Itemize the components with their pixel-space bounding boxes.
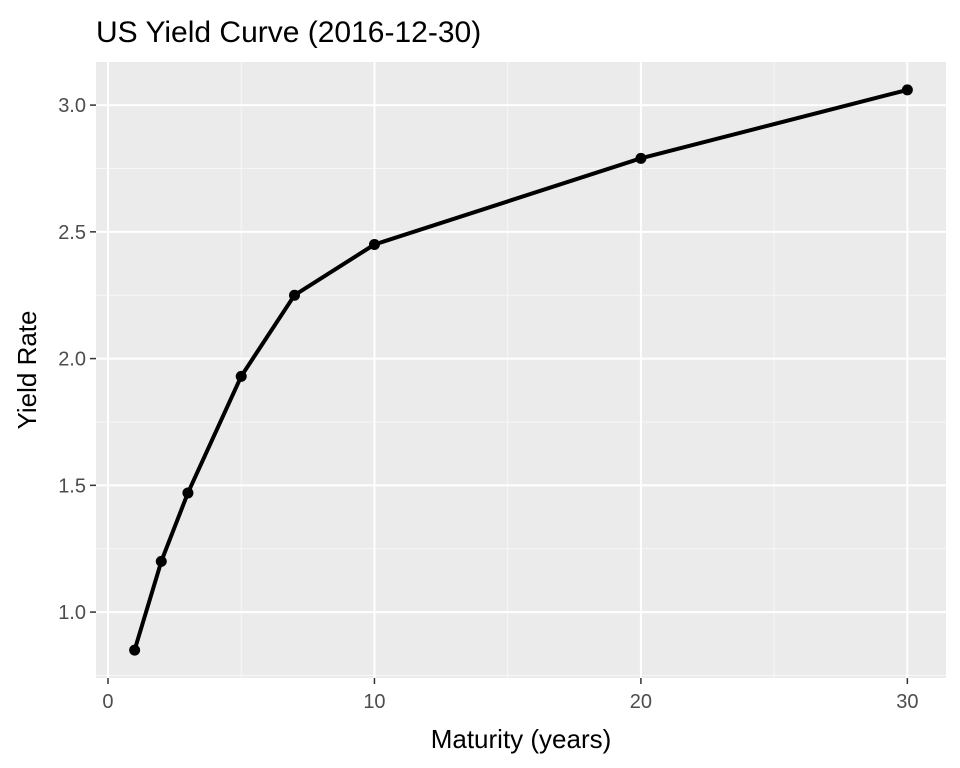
data-point (129, 644, 141, 656)
plot-panel (96, 62, 946, 678)
series-layer (129, 84, 913, 656)
x-tick-label: 0 (102, 691, 113, 713)
data-point (635, 152, 647, 164)
series-line (132, 87, 910, 653)
data-point (289, 289, 301, 301)
y-tick-label: 1.0 (58, 602, 86, 624)
data-point (901, 84, 913, 96)
chart-title: US Yield Curve (2016-12-30) (96, 16, 481, 49)
major-gridlines (96, 62, 946, 678)
y-tick-label: 2.0 (58, 349, 86, 371)
y-tick-label: 1.5 (58, 475, 86, 497)
y-axis-title: Yield Rate (12, 311, 42, 430)
data-point (155, 555, 167, 567)
x-tick-label: 10 (363, 691, 385, 713)
minor-gridlines (96, 62, 946, 678)
data-point (235, 370, 247, 382)
x-axis-title: Maturity (years) (431, 724, 612, 754)
y-tick-label: 3.0 (58, 95, 86, 117)
x-axis: 0 10 20 30 (102, 678, 918, 713)
x-tick-label: 20 (630, 691, 652, 713)
y-axis: 1.0 1.5 2.0 2.5 3.0 (58, 95, 96, 624)
data-point (182, 487, 194, 499)
y-tick-label: 2.5 (58, 222, 86, 244)
x-tick-label: 30 (896, 691, 918, 713)
data-point (368, 239, 380, 251)
